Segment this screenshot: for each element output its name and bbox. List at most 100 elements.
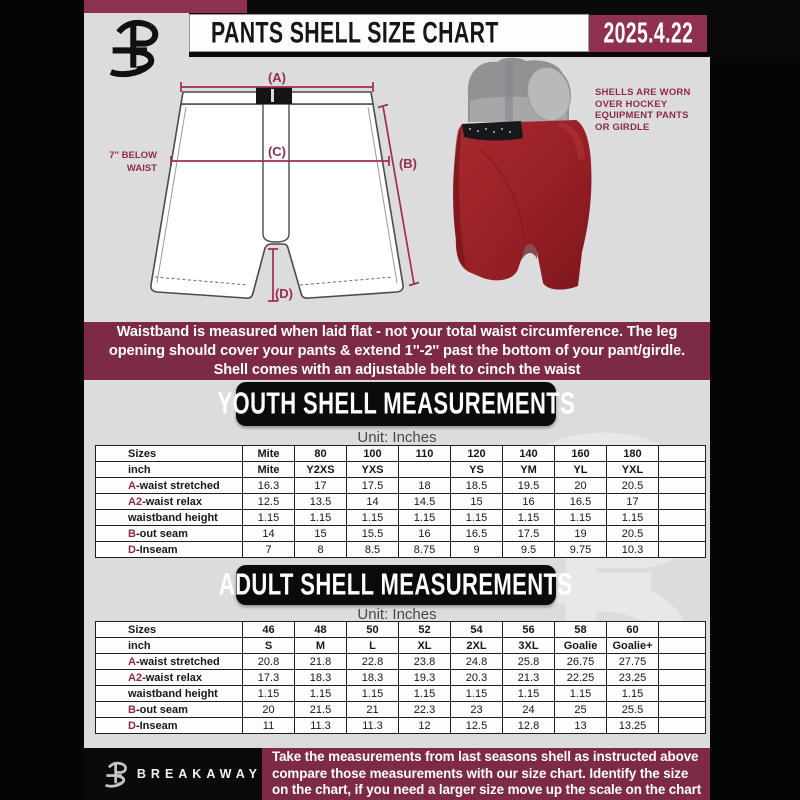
size-name-cell: Y2XS <box>294 461 347 478</box>
shorts-diagram: (A) (B) (C) (D) 7'' BELOW WAIST <box>109 70 420 302</box>
table-row: inch Mite Y2XS YXS YS YM YL YXL <box>95 461 706 478</box>
footer-brand-name: BREAKAWAY <box>136 767 262 781</box>
measurement-value-cell: 11 <box>242 717 295 734</box>
measurement-value-cell: 25.5 <box>606 701 659 718</box>
measurement-value-cell: 15.5 <box>346 525 399 542</box>
measurement-value-cell: 16 <box>502 493 555 510</box>
size-header-cell: 160 <box>554 445 607 462</box>
measurement-value-cell: 12.8 <box>502 717 555 734</box>
measurement-value-cell: 16 <box>398 525 451 542</box>
measurement-value-cell: 16.5 <box>554 493 607 510</box>
table-row: D-Inseam 11 11.3 11.3 12 12.5 12.8 13 13.25 <box>95 717 706 734</box>
label-b: (B) <box>399 156 417 171</box>
measurement-value-cell: 11.3 <box>346 717 399 734</box>
measurement-value-cell: 1.15 <box>294 685 347 702</box>
size-name-cell: L <box>346 637 399 654</box>
blank-cell <box>658 701 706 718</box>
measurement-value-cell: 17.5 <box>346 477 399 494</box>
measurement-value-cell: 7 <box>242 541 295 558</box>
blank-cell <box>658 525 706 542</box>
label-c: (C) <box>268 144 286 159</box>
measurement-row-label: A2-waist relax <box>95 493 243 510</box>
footer-breakaway-logo-icon <box>104 761 127 788</box>
measurement-value-cell: 1.15 <box>242 509 295 526</box>
measurement-row-label: A2-waist relax <box>95 669 243 686</box>
blank-cell <box>658 509 706 526</box>
size-header-cell: 60 <box>606 621 659 638</box>
blank-cell <box>658 461 706 478</box>
youth-unit-label: Unit: Inches <box>357 429 437 446</box>
blank-cell <box>658 637 706 654</box>
measurement-row-label: waistband height <box>95 685 243 702</box>
measurement-value-cell: 13 <box>554 717 607 734</box>
measurement-row-label: D-Inseam <box>95 541 243 558</box>
measurement-row-label: waistband height <box>95 509 243 526</box>
measurement-value-cell: 15 <box>294 525 347 542</box>
unit-row-header: inch <box>95 461 243 478</box>
measurement-value-cell: 1.15 <box>502 685 555 702</box>
measurement-value-cell: 1.15 <box>554 509 607 526</box>
red-shell <box>453 120 592 290</box>
label-a: (A) <box>268 70 286 85</box>
page-title: PANTS SHELL SIZE CHART <box>211 16 499 49</box>
measurement-value-cell: 22.25 <box>554 669 607 686</box>
arrow-d <box>268 248 278 302</box>
measurement-value-cell: 10.3 <box>606 541 659 558</box>
measurement-value-cell: 18.3 <box>294 669 347 686</box>
table-corner-header: Sizes <box>95 445 243 462</box>
page-title-box: PANTS SHELL SIZE CHART <box>189 14 589 52</box>
size-name-cell <box>398 461 451 478</box>
size-header-cell: 100 <box>346 445 399 462</box>
measurement-value-cell: 17 <box>294 477 347 494</box>
measurement-value-cell: 1.15 <box>398 509 451 526</box>
measurement-value-cell: 1.15 <box>346 509 399 526</box>
footer: BREAKAWAY Take the measurements from las… <box>84 748 710 800</box>
adult-section-title: ADULT SHELL MEASUREMENTS <box>219 567 573 602</box>
blank-cell <box>658 653 706 670</box>
measurement-value-cell: 18 <box>398 477 451 494</box>
measurement-value-cell: 1.15 <box>242 685 295 702</box>
table-row: Sizes 46 48 50 52 54 56 58 60 <box>95 621 706 638</box>
measurement-prefix: A2 <box>128 495 143 508</box>
measurement-value-cell: 26.75 <box>554 653 607 670</box>
measurement-value-cell: 19 <box>554 525 607 542</box>
measurement-prefix: A <box>128 479 136 492</box>
measurement-value-cell: 9 <box>450 541 503 558</box>
measurement-prefix: A <box>128 655 136 668</box>
size-name-cell: YL <box>554 461 607 478</box>
date-text: 2025.4.22 <box>603 17 693 49</box>
measurement-value-cell: 1.15 <box>294 509 347 526</box>
blank-cell <box>658 717 706 734</box>
size-name-cell: YXL <box>606 461 659 478</box>
measurement-value-cell: 20 <box>242 701 295 718</box>
arrow-b <box>377 103 420 287</box>
shell-product-photo <box>453 57 592 290</box>
measurement-value-cell: 1.15 <box>606 509 659 526</box>
size-header-cell: 140 <box>502 445 555 462</box>
measurement-value-cell: 1.15 <box>398 685 451 702</box>
measurement-value-cell: 14 <box>346 493 399 510</box>
measurement-value-cell: 17.5 <box>502 525 555 542</box>
blank-cell <box>658 669 706 686</box>
unit-row-header: inch <box>95 637 243 654</box>
table-row: A2-waist relax 12.5 13.5 14 14.5 15 16 16.5 17 <box>95 493 706 510</box>
measurement-row-label: A-waist stretched <box>95 477 243 494</box>
size-header-cell: Mite <box>242 445 295 462</box>
measurement-value-cell: 19.3 <box>398 669 451 686</box>
measurement-value-cell: 24.8 <box>450 653 503 670</box>
date-badge: 2025.4.22 <box>589 15 707 52</box>
table-row: inch S M L XL 2XL 3XL Goalie Goalie+ <box>95 637 706 654</box>
table-row: B-out seam 20 21.5 21 22.3 23 24 25 25.5 <box>95 701 706 718</box>
measurement-value-cell: 13.5 <box>294 493 347 510</box>
measurement-value-cell: 8.5 <box>346 541 399 558</box>
size-header-cell: 56 <box>502 621 555 638</box>
measurement-value-cell: 23.8 <box>398 653 451 670</box>
measurement-value-cell: 17.3 <box>242 669 295 686</box>
measurement-value-cell: 12.5 <box>450 717 503 734</box>
belt-buckle-icon <box>256 87 292 104</box>
measurement-value-cell: 14 <box>242 525 295 542</box>
measurement-value-cell: 9.75 <box>554 541 607 558</box>
size-header-cell: 110 <box>398 445 451 462</box>
table-row: A2-waist relax 17.3 18.3 18.3 19.3 20.3 21.3 22… <box>95 669 706 686</box>
